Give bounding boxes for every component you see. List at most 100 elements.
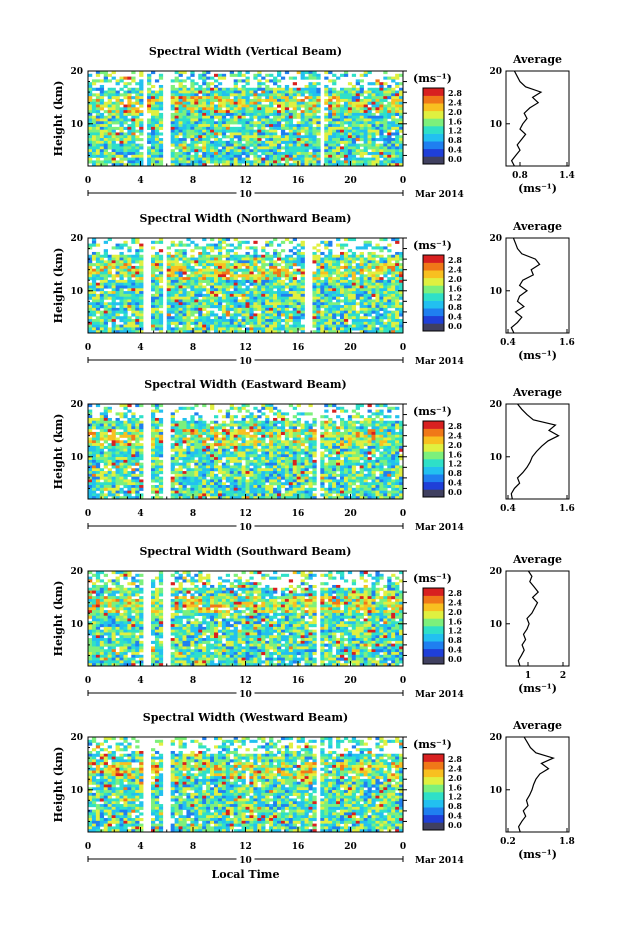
heatmap-cell: [99, 104, 105, 108]
heatmap-cell: [111, 482, 116, 486]
heatmap-cell: [324, 76, 329, 80]
heatmap-cell: [249, 291, 254, 295]
heatmap-cell: [253, 124, 258, 128]
heatmap-cell: [387, 101, 392, 105]
heatmap-cell: [280, 313, 286, 317]
heatmap-cell: [359, 310, 364, 314]
heatmap-cell: [186, 265, 191, 270]
heatmap-cell: [245, 293, 250, 297]
heatmap-cell: [292, 124, 297, 128]
heatmap-cell: [225, 260, 231, 264]
heatmap-cell: [107, 79, 112, 83]
heatmap-cell: [123, 240, 128, 244]
heatmap-cell: [123, 263, 128, 267]
heatmap-cell: [359, 302, 364, 306]
heatmap-cell: [336, 107, 341, 111]
heatmap-cell: [253, 163, 258, 167]
heatmap-cell: [123, 84, 128, 89]
heatmap-cell: [277, 299, 282, 303]
heatmap-cell: [151, 257, 156, 261]
heatmap-cell: [316, 98, 321, 103]
heatmap-cell: [190, 157, 195, 161]
heatmap-cell: [178, 110, 183, 114]
heatmap-cell: [253, 249, 258, 253]
heatmap-cell: [395, 240, 400, 244]
heatmap-cell: [158, 487, 164, 491]
heatmap-cell: [367, 140, 372, 144]
heatmap-cell: [107, 479, 112, 483]
heatmap-cell: [269, 98, 274, 103]
heatmap-cell: [387, 305, 392, 309]
heatmap-cell: [249, 288, 254, 292]
heatmap-cell: [371, 115, 376, 119]
heatmap-cell: [336, 110, 341, 114]
heatmap-cell: [111, 454, 116, 458]
heatmap-cell: [340, 299, 345, 303]
heatmap-cell: [245, 160, 250, 164]
heatmap-cell: [340, 163, 345, 167]
heatmap-cell: [139, 330, 144, 334]
heatmap-cell: [107, 260, 112, 264]
heatmap-cell: [170, 138, 175, 142]
heatmap-cell: [111, 305, 116, 309]
heatmap-cell: [123, 143, 128, 147]
heatmap-cell: [135, 485, 140, 489]
heatmap-cell: [245, 321, 250, 325]
heatmap-cell: [194, 101, 199, 105]
heatmap-cell: [139, 157, 144, 161]
heatmap-cell: [221, 110, 227, 114]
heatmap-cell: [119, 271, 124, 275]
heatmap-cell: [308, 93, 313, 97]
heatmap-cell: [186, 76, 191, 80]
heatmap-cell: [241, 146, 246, 150]
heatmap-cell: [229, 73, 234, 77]
heatmap-cell: [95, 149, 101, 153]
date-label: Mar 2014: [415, 357, 464, 367]
heatmap-cell: [158, 305, 164, 309]
heatmap-cell: [115, 163, 120, 167]
heatmap-cell: [178, 277, 183, 281]
heatmap-cell: [107, 121, 112, 125]
heatmap-cell: [139, 282, 144, 286]
heatmap-cell: [99, 423, 105, 427]
heatmap-cell: [217, 115, 223, 119]
heatmap-cell: [198, 274, 203, 278]
heatmap-cell: [88, 149, 93, 153]
heatmap-cell: [151, 138, 156, 142]
heatmap-cell: [127, 473, 132, 477]
heatmap-cell: [355, 126, 360, 130]
heatmap-cell: [237, 112, 242, 116]
heatmap-cell: [135, 313, 140, 317]
heatmap-cell: [139, 124, 144, 128]
heatmap-cell: [131, 288, 136, 292]
heatmap-cell: [343, 163, 349, 167]
heatmap-cell: [202, 307, 207, 311]
heatmap-cell: [214, 293, 219, 297]
heatmap-cell: [158, 263, 164, 267]
heatmap-cell: [131, 121, 136, 125]
heatmap-cell: [343, 324, 349, 328]
heatmap-cell: [174, 257, 179, 261]
heatmap-cell: [225, 87, 231, 91]
heatmap-cell: [178, 282, 183, 286]
heatmap-cell: [95, 487, 101, 491]
heatmap-cell: [257, 87, 262, 91]
heatmap-cell: [99, 132, 105, 136]
heatmap-cell: [241, 93, 246, 97]
heatmap-cell: [139, 487, 144, 491]
heatmap-cell: [233, 285, 238, 289]
heatmap-cell: [214, 73, 219, 77]
heatmap-cell: [340, 310, 345, 314]
heatmap-cell: [269, 265, 274, 270]
heatmap-cell: [190, 126, 195, 130]
heatmap-cell: [131, 268, 136, 272]
heatmap-cell: [182, 271, 187, 275]
heatmap-cell: [115, 476, 120, 480]
heatmap-cell: [221, 268, 227, 272]
heatmap-cell: [284, 154, 290, 158]
heatmap-cell: [186, 107, 191, 111]
heatmap-cell: [300, 268, 305, 272]
heatmap-cell: [367, 129, 372, 133]
heatmap-cell: [351, 257, 357, 261]
heatmap-cell: [367, 96, 372, 100]
